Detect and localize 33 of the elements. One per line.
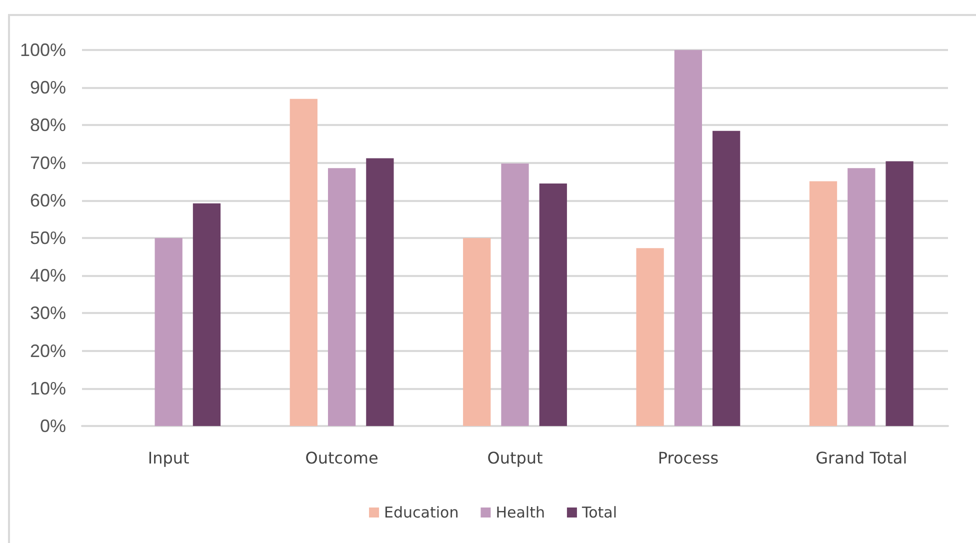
y-tick-label: 100% bbox=[20, 40, 66, 60]
bar bbox=[463, 238, 491, 426]
bar bbox=[712, 130, 740, 426]
y-tick-label: 10% bbox=[30, 378, 66, 398]
y-tick-label: 70% bbox=[30, 152, 66, 173]
bar bbox=[848, 168, 876, 426]
y-tick-label: 90% bbox=[30, 78, 66, 98]
bar bbox=[154, 238, 182, 426]
x-tick-label: Grand Total bbox=[816, 448, 908, 468]
legend-label: Total bbox=[580, 504, 617, 522]
bar bbox=[809, 181, 838, 426]
y-tick-label: 20% bbox=[30, 340, 66, 361]
bar bbox=[192, 203, 221, 426]
bar bbox=[366, 158, 394, 426]
y-tick-label: 80% bbox=[30, 115, 66, 136]
legend-label: Education bbox=[384, 504, 459, 522]
y-tick-label: 0% bbox=[40, 416, 66, 436]
bar bbox=[636, 248, 664, 426]
x-tick-label: Outcome bbox=[305, 448, 378, 468]
y-tick-label: 60% bbox=[30, 190, 66, 210]
bar bbox=[290, 98, 318, 426]
bar bbox=[886, 161, 914, 426]
y-tick-label: 50% bbox=[30, 228, 66, 248]
x-tick-label: Process bbox=[658, 448, 719, 468]
bar bbox=[501, 164, 529, 426]
y-tick-label: 30% bbox=[30, 303, 66, 324]
bar bbox=[674, 50, 702, 426]
x-tick-label: Output bbox=[487, 448, 543, 468]
y-tick-label: 40% bbox=[30, 266, 66, 286]
bar bbox=[328, 168, 356, 426]
x-tick-label: Input bbox=[148, 448, 190, 468]
bar bbox=[539, 183, 567, 426]
legend-label: Health bbox=[496, 504, 545, 522]
